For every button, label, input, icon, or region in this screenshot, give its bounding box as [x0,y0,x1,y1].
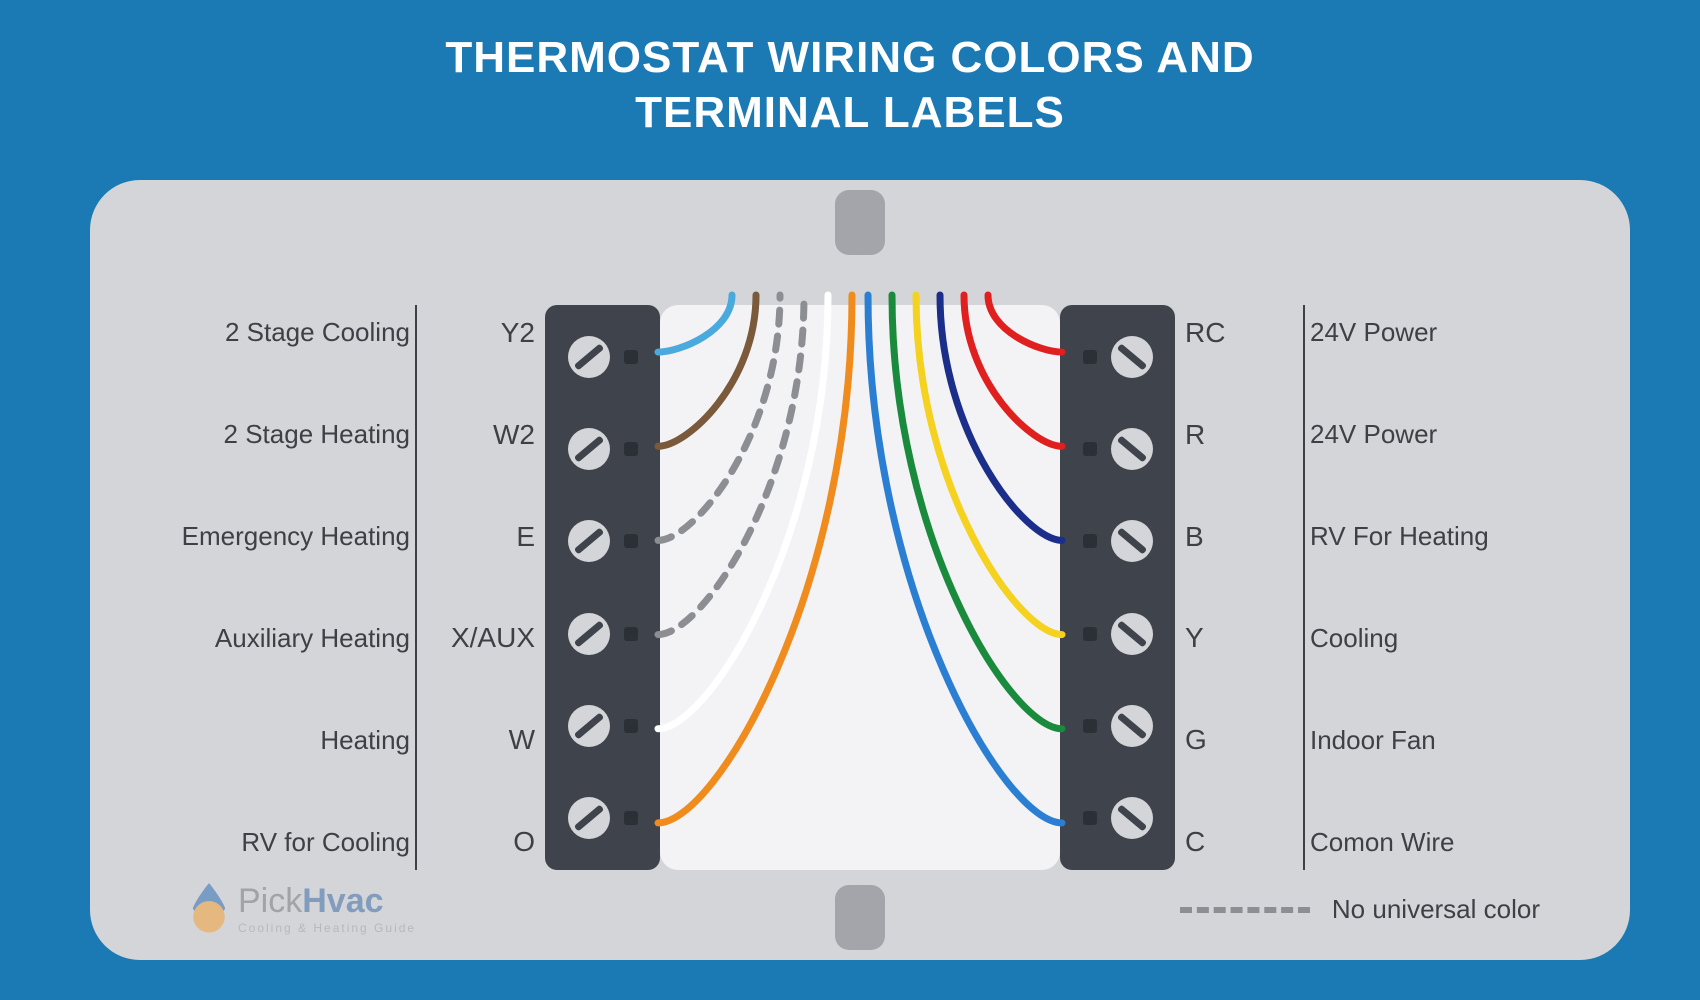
term-right-item: Y [1185,622,1295,654]
legend-dash-sample [1180,907,1310,913]
brand-subtitle: Cooling & Heating Guide [238,922,416,934]
desc-right-item: 24V Power [1310,317,1630,348]
wire-port [1083,350,1097,364]
wire-port [624,811,638,825]
screw-icon [1111,613,1153,655]
flame-icon [190,883,228,935]
screw-row [1083,613,1153,655]
screw-row [568,520,638,562]
screw-icon [568,797,610,839]
desc-right-item: 24V Power [1310,419,1630,450]
legend-text: No universal color [1332,894,1540,925]
wire-port [1083,811,1097,825]
term-left-item: W2 [425,419,535,451]
terminals-left: Y2 W2 E X/AUX W O [425,305,535,870]
screw-icon [568,613,610,655]
screw-row [1083,428,1153,470]
wire [658,295,756,446]
screw-icon [1111,705,1153,747]
term-right-item: RC [1185,317,1295,349]
desc-left-item: Heating [90,725,410,756]
screw-icon [1111,336,1153,378]
term-left-item: W [425,724,535,756]
screw-row [1083,797,1153,839]
descriptions-left: 2 Stage Cooling 2 Stage Heating Emergency … [90,305,410,870]
wire-port [1083,627,1097,641]
wire-port [1083,719,1097,733]
desc-left-item: RV for Cooling [90,827,410,858]
desc-right-item: Comon Wire [1310,827,1630,858]
screw-icon [1111,520,1153,562]
screw-row [568,705,638,747]
descriptions-right: 24V Power 24V Power RV For Heating Cooling I… [1310,305,1630,870]
divider-left [415,305,417,870]
screw-icon [568,428,610,470]
screw-row [568,428,638,470]
page-title: THERMOSTAT WIRING COLORS AND TERMINAL LA… [0,0,1700,140]
title-line-1: THERMOSTAT WIRING COLORS AND [445,33,1254,82]
wire [988,295,1062,352]
term-right-item: G [1185,724,1295,756]
mount-tab-bottom [835,885,885,950]
brand-watermark: PickHvac Cooling & Heating Guide [190,883,416,935]
brand-text: PickHvac Cooling & Heating Guide [238,884,416,934]
terminals-right: RC R B Y G C [1185,305,1295,870]
wire-port [1083,534,1097,548]
infographic-frame: THERMOSTAT WIRING COLORS AND TERMINAL LA… [0,0,1700,1000]
desc-right-item: Indoor Fan [1310,725,1630,756]
desc-right-item: RV For Heating [1310,521,1630,552]
desc-left-item: 2 Stage Cooling [90,317,410,348]
desc-left-item: 2 Stage Heating [90,419,410,450]
term-right-item: R [1185,419,1295,451]
terminal-block-right [1060,305,1175,870]
term-left-item: O [425,826,535,858]
screw-row [1083,336,1153,378]
wire [658,295,732,352]
wire-port [624,534,638,548]
wires-svg [660,305,1060,870]
desc-left-item: Emergency Heating [90,521,410,552]
wire-port [624,442,638,456]
screw-icon [1111,797,1153,839]
terminal-block-left [545,305,660,870]
screw-icon [568,705,610,747]
mount-tab-top [835,190,885,255]
screw-row [568,613,638,655]
term-left-item: E [425,521,535,553]
wire-port [1083,442,1097,456]
brand-name: PickHvac [238,884,416,918]
screw-icon [568,336,610,378]
term-right-item: C [1185,826,1295,858]
desc-right-item: Cooling [1310,623,1630,654]
wire-port [624,350,638,364]
legend: No universal color [1180,894,1540,925]
screw-icon [1111,428,1153,470]
wire-port [624,627,638,641]
thermostat-panel: 2 Stage Cooling 2 Stage Heating Emergency … [90,180,1630,960]
divider-right [1303,305,1305,870]
title-line-2: TERMINAL LABELS [635,88,1065,137]
wiring-diagram: 2 Stage Cooling 2 Stage Heating Emergency … [90,305,1630,870]
term-left-item: X/AUX [425,622,535,654]
wire [964,295,1062,446]
term-right-item: B [1185,521,1295,553]
wire-port [624,719,638,733]
term-left-item: Y2 [425,317,535,349]
screw-row [1083,520,1153,562]
screw-icon [568,520,610,562]
screw-row [568,797,638,839]
screw-row [1083,705,1153,747]
screw-row [568,336,638,378]
desc-left-item: Auxiliary Heating [90,623,410,654]
